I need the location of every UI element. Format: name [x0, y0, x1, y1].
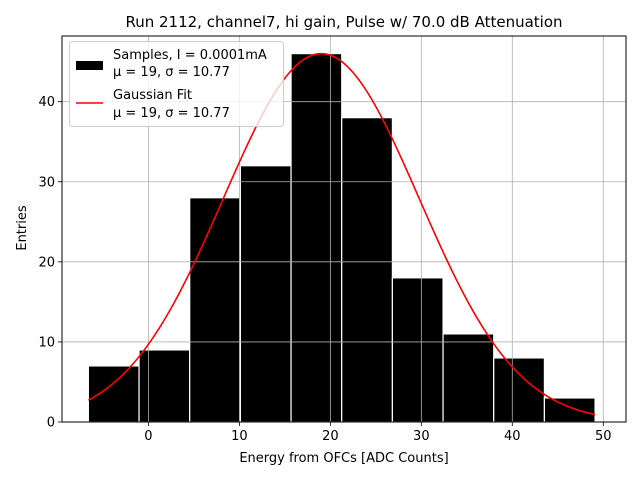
histogram-bar [239, 165, 292, 423]
legend-box [69, 41, 284, 127]
y-tick-label: 30 [38, 175, 55, 190]
legend: Samples, I = 0.0001mA μ = 19, σ = 10.77 … [69, 41, 284, 127]
y-tick-label: 0 [47, 416, 55, 431]
x-axis-label: Energy from OFCs [ADC Counts] [239, 451, 448, 466]
legend-samples-label: Samples, I = 0.0001mA [113, 48, 267, 63]
histogram-bar [189, 197, 241, 423]
x-tick-label: 20 [322, 429, 339, 444]
legend-fit-label: Gaussian Fit [113, 88, 192, 103]
histogram-bar [290, 53, 343, 423]
histogram-bar [543, 397, 596, 423]
legend-samples-swatch [76, 61, 103, 70]
legend-samples-stats: μ = 19, σ = 10.77 [113, 65, 230, 80]
y-tick-label: 10 [38, 335, 55, 350]
y-tick-label: 40 [38, 95, 55, 110]
chart-title: Run 2112, channel7, hi gain, Pulse w/ 70… [125, 13, 562, 31]
x-tick-label: 0 [144, 429, 152, 444]
plot-frame [61, 35, 627, 423]
axis-ticks: 0 10 20 30 40 50 0 10 20 30 40 [38, 95, 611, 444]
x-tick-label: 10 [231, 429, 248, 444]
histogram-bars [87, 53, 596, 423]
histogram-bar [391, 277, 444, 423]
gaussian-fit-line [87, 52, 596, 416]
histogram-bar [341, 117, 393, 423]
x-tick-label: 40 [504, 429, 521, 444]
histogram-bar [442, 333, 495, 423]
legend-fit-stats: μ = 19, σ = 10.77 [113, 106, 230, 121]
x-tick-label: 30 [413, 429, 430, 444]
histogram-bar [138, 349, 191, 423]
gaussian-fit [87, 52, 596, 416]
y-axis-label: Entries [15, 205, 30, 251]
histogram-bar [87, 365, 140, 423]
y-tick-label: 20 [38, 255, 55, 270]
x-tick-label: 50 [595, 429, 612, 444]
